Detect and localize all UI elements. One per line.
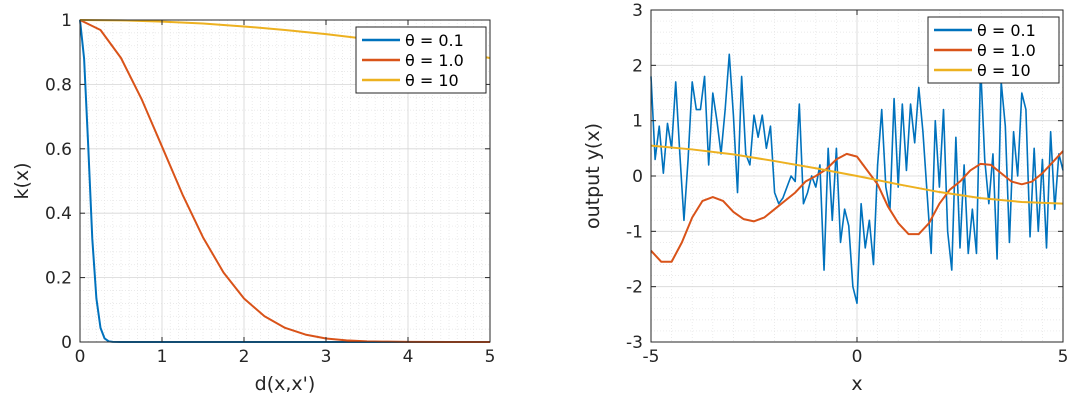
y-tick-label: -3 xyxy=(626,333,643,353)
legend-label-1: θ = 1.0 xyxy=(405,51,464,70)
series-line-1 xyxy=(650,150,1064,263)
legend-label-1: θ = 1.0 xyxy=(977,41,1036,60)
x-tick-label: 5 xyxy=(485,347,496,367)
y-tick-label: 3 xyxy=(632,1,643,21)
legend-label-0: θ = 0.1 xyxy=(977,21,1036,40)
output-chart: -5 0 5 -3 -2 -1 0 1 2 3 x output y(x) θ = 0.1θ = 1.0… xyxy=(582,1,1068,395)
y-tick-label: 0.8 xyxy=(45,75,72,95)
y-tick-label: 0 xyxy=(61,333,72,353)
y-tick-label: 0.6 xyxy=(45,140,72,160)
legend: θ = 0.1θ = 1.0θ = 10 xyxy=(927,16,1060,84)
y-tick-label: 0.4 xyxy=(45,204,72,224)
x-axis-label: x xyxy=(851,373,862,395)
kernel-chart: 0 1 2 3 4 500.20.40.60.81d(x,x')k(x)θ = 0.1θ … xyxy=(11,11,495,395)
y-tick-label: -1 xyxy=(626,222,643,242)
y-tick-label: 0.2 xyxy=(45,269,72,289)
axes-box xyxy=(79,19,491,343)
y-tick-label: 2 xyxy=(632,56,643,76)
x-tick-label: 2 xyxy=(239,347,250,367)
legend-label-2: θ = 10 xyxy=(977,61,1031,80)
x-tick-label: 1 xyxy=(157,347,168,367)
y-tick-label: -2 xyxy=(626,278,643,298)
y-tick-label: 1 xyxy=(61,11,72,31)
x-tick-label: 0 xyxy=(75,347,86,367)
y-axis-label: output y(x) xyxy=(582,123,604,229)
series-line-2 xyxy=(650,144,1064,205)
legend-label-2: θ = 10 xyxy=(405,71,459,90)
series-line-0 xyxy=(650,53,1064,305)
x-tick-label: -5 xyxy=(643,347,660,367)
legend-label-0: θ = 0.1 xyxy=(405,31,464,50)
series-group xyxy=(650,53,1064,305)
y-tick-label: 1 xyxy=(632,112,643,132)
x-axis-label: d(x,x') xyxy=(255,373,316,395)
x-tick-label: 4 xyxy=(403,347,414,367)
y-axis-label: k(x) xyxy=(11,162,33,199)
y-tick-label: 0 xyxy=(632,167,643,187)
x-tick-label: 5 xyxy=(1058,347,1068,367)
x-tick-label: 3 xyxy=(321,347,332,367)
legend: θ = 0.1θ = 1.0θ = 10 xyxy=(355,26,487,94)
x-tick-label: 0 xyxy=(852,347,863,367)
minor-grid xyxy=(80,20,490,342)
